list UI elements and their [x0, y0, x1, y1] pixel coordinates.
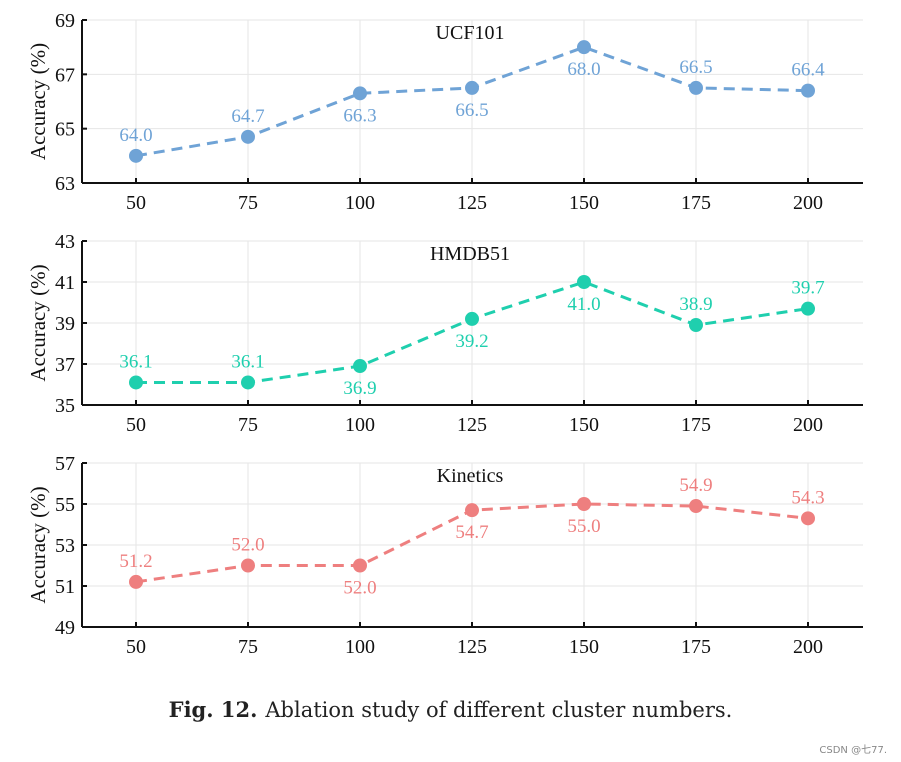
chart-2-y-tick-label: 41	[55, 272, 75, 294]
chart-1-data-label: 68.0	[567, 59, 600, 80]
chart-1-x-tick-label: 150	[569, 192, 599, 214]
chart-3-y-tick-label: 57	[55, 453, 75, 475]
chart-3-y-tick-label: 53	[55, 535, 75, 557]
chart-3-y-tick-label: 49	[55, 617, 75, 639]
chart-3-data-label: 54.9	[679, 475, 712, 496]
figure-caption: Fig. 12. Ablation study of different clus…	[0, 697, 901, 722]
chart-1-x-tick-label: 175	[681, 192, 711, 214]
chart-2-y-tick-label: 35	[55, 395, 75, 417]
chart-1-y-tick-label: 67	[55, 64, 75, 86]
chart-1-data-point	[689, 80, 703, 95]
chart-2-x-tick-label: 50	[126, 414, 146, 436]
chart-2-title: HMDB51	[430, 243, 510, 265]
chart-3-data-point	[689, 499, 703, 514]
watermark: CSDN @七77.	[819, 745, 887, 756]
chart-3-x-tick-label: 175	[681, 636, 711, 658]
chart-3-data-point	[577, 497, 591, 511]
chart-1-y-tick-label: 69	[55, 10, 75, 32]
chart-3-data-point	[241, 558, 255, 573]
chart-3-data-point	[129, 574, 143, 589]
chart-1-data-label: 66.3	[343, 105, 376, 126]
chart-1-data-label: 64.7	[231, 106, 264, 127]
chart-3-y-tick-label: 55	[55, 494, 75, 516]
chart-2-data-point	[465, 311, 479, 326]
chart-2-data-label: 36.1	[119, 351, 152, 372]
caption-label: Fig. 12.	[168, 697, 258, 722]
chart-1-x-tick-label: 100	[345, 192, 375, 214]
chart-1-y-tick-label: 63	[55, 173, 75, 195]
chart-1-data-point	[129, 148, 143, 163]
chart-1-data-point	[577, 40, 591, 55]
chart-1-x-tick-label: 50	[126, 192, 146, 214]
chart-2-y-tick-label: 39	[55, 313, 75, 335]
chart-1-data-label: 66.5	[455, 100, 488, 121]
chart-3-x-tick-label: 150	[569, 636, 599, 658]
chart-2-data-point	[577, 275, 591, 289]
chart-1-data-label: 66.5	[679, 57, 712, 78]
chart-2-data-label: 38.9	[679, 294, 712, 315]
chart-1-x-tick-label: 200	[793, 192, 823, 214]
chart-3-y-axis-label: Accuracy (%)	[26, 486, 50, 603]
chart-2-x-tick-label: 150	[569, 414, 599, 436]
chart-2-data-label: 36.1	[231, 351, 264, 372]
chart-3-data-label: 52.0	[231, 535, 264, 556]
caption-text: Ablation study of different cluster numb…	[265, 698, 733, 722]
chart-1-y-axis-label: Accuracy (%)	[26, 43, 50, 160]
chart-1-data-label: 66.4	[791, 60, 825, 81]
chart-1-title: UCF101	[436, 22, 505, 44]
chart-3-data-point	[353, 558, 367, 573]
chart-2-data-label: 36.9	[343, 378, 376, 399]
chart-2-data-point	[241, 375, 255, 390]
chart-2-x-tick-label: 125	[457, 414, 487, 436]
chart-3-x-tick-label: 75	[238, 636, 258, 658]
chart-1-data-point	[241, 129, 255, 144]
chart-2-data-label: 41.0	[567, 294, 600, 315]
chart-2-y-tick-label: 37	[55, 354, 75, 376]
chart-2-x-tick-label: 200	[793, 414, 823, 436]
chart-3-title: Kinetics	[437, 465, 504, 487]
chart-2-x-tick-label: 175	[681, 414, 711, 436]
chart-2-data-label: 39.2	[455, 331, 488, 352]
chart-1-data-point	[353, 86, 367, 101]
chart-3-data-point	[801, 511, 815, 526]
chart-2-x-tick-label: 75	[238, 414, 258, 436]
chart-2-y-tick-label: 43	[55, 231, 75, 253]
chart-2-y-axis-label: Accuracy (%)	[26, 264, 50, 381]
chart-1-data-point	[465, 80, 479, 95]
chart-3-data-label: 52.0	[343, 578, 376, 599]
chart-3-x-tick-label: 125	[457, 636, 487, 658]
chart-1-x-tick-label: 125	[457, 192, 487, 214]
chart-3-data-label: 55.0	[567, 516, 600, 537]
chart-1-x-tick-label: 75	[238, 192, 258, 214]
chart-3-x-tick-label: 100	[345, 636, 375, 658]
chart-2-data-point	[353, 359, 367, 374]
chart-1-data-point	[801, 83, 815, 98]
chart-2-data-label: 39.7	[791, 278, 824, 299]
chart-1-data-label: 64.0	[119, 125, 152, 146]
chart-3-x-tick-label: 200	[793, 636, 823, 658]
chart-2-x-tick-label: 100	[345, 414, 375, 436]
chart-3-data-label: 54.7	[455, 522, 488, 543]
chart-2-data-point	[129, 375, 143, 390]
chart-3-data-label: 54.3	[791, 487, 824, 508]
chart-3-data-label: 51.2	[119, 551, 152, 572]
chart-3-y-tick-label: 51	[55, 576, 75, 598]
chart-2-data-point	[689, 318, 703, 333]
chart-3-x-tick-label: 50	[126, 636, 146, 658]
chart-3-data-point	[465, 503, 479, 518]
chart-2-data-point	[801, 301, 815, 316]
chart-1-y-tick-label: 65	[55, 119, 75, 141]
